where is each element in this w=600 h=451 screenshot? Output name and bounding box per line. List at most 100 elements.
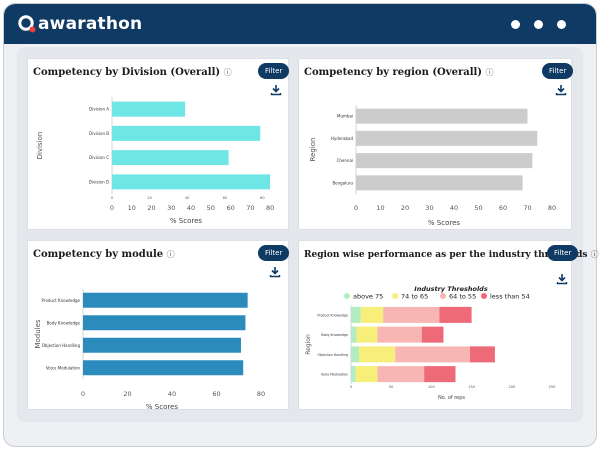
stacked-bar-segment	[395, 346, 470, 363]
category-label: Body Knowledge	[47, 320, 81, 325]
tick-label: 70	[523, 204, 531, 212]
stacked-bar-segment	[359, 346, 396, 363]
tick-label: 70	[246, 204, 254, 212]
panel-region: Competency by region (Overall) ⓘ Filter …	[298, 58, 574, 230]
category-label: Division D	[89, 179, 109, 184]
panel-thresholds: Region wise performance as per the indus…	[298, 240, 599, 410]
category-label: Division A	[89, 107, 109, 112]
bar	[356, 130, 538, 146]
bar	[356, 108, 528, 124]
page-title: Competency by region (Overall) ⓘ	[304, 67, 494, 78]
y-axis-title: Region	[305, 334, 312, 355]
bar	[112, 174, 271, 190]
brand-logo[interactable]: awarathon	[17, 13, 142, 35]
category-label: Objection Handling	[42, 343, 81, 348]
brand-name: awarathon	[38, 14, 143, 34]
download-icon[interactable]	[555, 84, 567, 96]
category-label: Voice Modulation	[46, 365, 81, 370]
stacked-bar-segment	[439, 306, 472, 323]
legend-swatch	[392, 293, 398, 299]
category-label: Product Knowledge	[42, 298, 81, 303]
tick-label: 250	[549, 385, 556, 389]
stacked-bar-segment	[351, 366, 356, 383]
tick-label: 30	[425, 204, 433, 212]
category-label: Product Knowledge	[317, 313, 348, 317]
tick-label: 60	[212, 390, 220, 398]
panel-title: Competency by region (Overall)	[304, 67, 483, 78]
top-bar: awarathon	[4, 4, 596, 44]
tick-label: 10	[128, 204, 136, 212]
window-menu[interactable]	[511, 20, 566, 29]
tick-label: 0	[110, 204, 114, 212]
stacked-bar-segment	[360, 306, 384, 323]
inner-tick-label: 20	[147, 196, 151, 200]
menu-dot-icon	[511, 20, 520, 29]
stacked-bar-segment	[355, 366, 378, 383]
tick-label: 40	[187, 204, 195, 212]
tick-label: 0	[354, 204, 358, 212]
tick-label: 200	[508, 385, 515, 389]
panel-division: Competency by Division (Overall) ⓘ Filte…	[27, 58, 290, 230]
chart-thresholds: Product Knowledge Body Knowledge Objection…	[305, 285, 556, 401]
x-axis-title: % Scores	[146, 403, 178, 411]
tick-label: 80	[266, 204, 274, 212]
download-icon[interactable]	[270, 84, 282, 96]
tick-label: 50	[389, 385, 393, 389]
tick-label: 40	[168, 390, 176, 398]
download-icon[interactable]	[269, 266, 281, 278]
stacked-bar-segment	[377, 326, 422, 343]
logo-mark-icon	[18, 15, 36, 33]
tick-label: 60	[499, 204, 507, 212]
menu-dot-icon	[557, 20, 566, 29]
chart-region: Mumbai Hyderabad Chennai Bengaluru 0 10 20 30 40…	[309, 105, 556, 227]
legend-label: less than 54	[490, 293, 530, 301]
tick-label: 50	[474, 204, 482, 212]
bar	[112, 125, 261, 141]
tick-label: 80	[257, 390, 265, 398]
tick-label: 20	[401, 204, 409, 212]
legend-label: 74 to 65	[401, 293, 428, 301]
category-label: Bengaluru	[332, 180, 353, 185]
chart-module: Product Knowledge Body Knowledge Objection…	[34, 289, 265, 411]
category-label: Body Knowledge	[321, 333, 348, 337]
legend-swatch	[440, 293, 446, 299]
tick-label: 100	[428, 385, 435, 389]
page-title: Competency by module ⓘ	[33, 249, 175, 260]
bar	[83, 315, 246, 331]
filter-button[interactable]: Filter	[547, 245, 579, 261]
y-axis-title: Division	[36, 132, 44, 160]
category-label: Voice Modulation	[321, 373, 348, 377]
filter-button[interactable]: Filter	[258, 63, 290, 79]
bar	[356, 175, 523, 191]
info-icon[interactable]: ⓘ	[590, 250, 599, 259]
info-icon[interactable]: ⓘ	[166, 250, 175, 259]
y-axis-title: Modules	[34, 319, 42, 348]
tick-label: 10	[376, 204, 384, 212]
download-icon[interactable]	[556, 273, 568, 285]
panel-title: Competency by module	[33, 249, 164, 260]
bar	[112, 101, 186, 117]
tick-label: 40	[450, 204, 458, 212]
bar	[83, 292, 248, 308]
category-label: Hyderabad	[331, 136, 353, 141]
category-label: Division C	[89, 155, 109, 160]
filter-button[interactable]: Filter	[542, 63, 574, 79]
stacked-bar-segment	[469, 346, 495, 363]
inner-tick-label: 0	[111, 196, 113, 200]
stacked-bar-segment	[377, 366, 425, 383]
filter-button[interactable]: Filter	[258, 245, 290, 261]
category-label: Chennai	[337, 158, 353, 163]
bar	[83, 360, 244, 376]
menu-dot-icon	[534, 20, 543, 29]
tick-label: 150	[468, 385, 475, 389]
page-title: Region wise performance as per the indus…	[304, 249, 599, 260]
x-axis-title: No. of reps	[438, 395, 465, 401]
inner-tick-label: 80	[260, 196, 264, 200]
tick-label: 20	[123, 390, 131, 398]
category-label: Objection Handling	[318, 353, 348, 357]
stacked-bar-segment	[356, 326, 378, 343]
tick-label: 50	[207, 204, 215, 212]
info-icon[interactable]: ⓘ	[223, 68, 232, 77]
info-icon[interactable]: ⓘ	[485, 68, 494, 77]
legend-swatch	[344, 293, 350, 299]
